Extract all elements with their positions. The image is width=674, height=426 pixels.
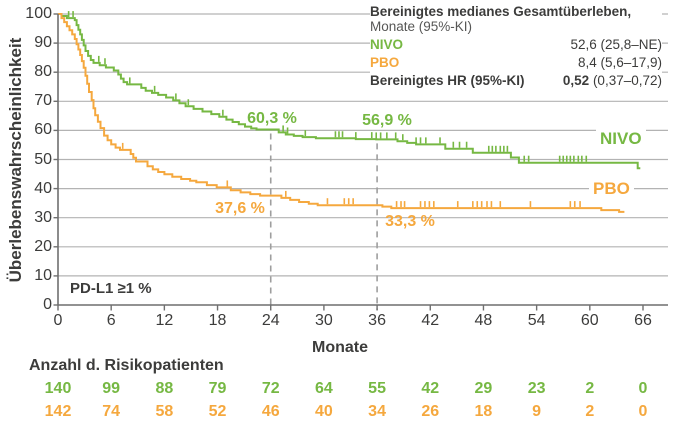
x-tick-label: 36 [368,312,386,329]
x-tick-label: 66 [634,312,652,329]
risk-table-header: Anzahl d. Risikopatienten [29,357,224,374]
legend-hr-value: 0,52 (0,37–0,72) [562,73,662,88]
legend-row-nivo: NIVO 52,6 (25,8–NE) [370,37,662,56]
y-tick-label: 80 [34,63,52,81]
survival-curve-nivo [58,13,641,170]
x-tick-label: 18 [208,312,227,329]
risk-count: 29 [474,380,493,397]
risk-count: 9 [532,403,542,420]
risk-count: 88 [155,380,174,397]
curve-label-nivo: NIVO [596,129,646,149]
risk-count: 26 [421,403,440,420]
risk-count: 58 [155,403,174,420]
legend-box: Bereinigtes medianes Gesamtüberleben, Mo… [370,4,662,92]
risk-count: 64 [315,380,333,397]
risk-count: 55 [368,380,386,397]
risk-count: 18 [474,403,493,420]
x-tick-label: 54 [527,312,546,329]
legend-pbo-label: PBO [370,55,400,70]
y-tick-label: 100 [25,5,52,22]
risk-count: 52 [208,403,227,420]
risk-count: 2 [585,403,595,420]
y-tick-label: 20 [34,237,52,255]
x-tick-label: 48 [474,312,493,329]
landmark-pbo-24: 37,6 % [215,200,265,217]
x-tick-label: 0 [53,312,63,329]
y-tick-label: 40 [34,179,52,197]
x-tick-label: 6 [106,312,116,329]
y-tick-label: 0 [43,296,52,313]
risk-count: 0 [638,403,648,420]
legend-hr-label: Bereinigtes HR (95%-KI) [370,73,525,88]
risk-count: 40 [315,403,333,420]
risk-count: 23 [527,380,546,397]
x-tick-label: 12 [155,312,174,329]
legend-nivo-value: 52,6 (25,8–NE) [570,37,662,52]
y-tick-label: 70 [34,92,52,110]
risk-count: 2 [585,380,595,397]
risk-count: 0 [638,380,648,397]
risk-count: 99 [102,380,121,397]
risk-count: 142 [44,403,72,420]
risk-row-pbo: 142 74 58 52 46 40 34 26 18 9 2 0 [0,403,674,421]
legend-row-pbo: PBO 8,4 (5,6–17,9) [370,55,662,74]
y-tick-label: 60 [34,121,52,139]
risk-row-nivo: 140 99 88 79 72 64 55 42 29 23 2 0 [0,380,674,398]
legend-title: Bereinigtes medianes Gesamtüberleben, [370,4,632,19]
y-tick-label: 90 [34,34,52,52]
risk-count: 140 [44,380,72,397]
risk-count: 79 [208,380,227,397]
risk-count: 74 [102,403,121,420]
x-tick-label: 60 [580,312,599,329]
legend-subtitle: Monate (95%-KI) [370,18,473,34]
y-tick-label: 30 [34,208,52,226]
landmark-nivo-24: 60,3 % [247,110,297,127]
x-tick-label: 42 [421,312,440,329]
risk-count: 34 [368,403,386,420]
x-tick-label: 30 [315,312,333,329]
landmark-pbo-36: 33,3 % [385,213,435,230]
curve-label-pbo: PBO [589,179,634,199]
risk-count: 72 [261,380,280,397]
legend-row-hr: Bereinigtes HR (95%-KI) 0,52 (0,37–0,72) [370,73,662,92]
legend-nivo-label: NIVO [370,37,404,52]
landmark-nivo-36: 56,9 % [362,112,412,129]
y-tick-label: 50 [34,150,52,168]
risk-count: 42 [421,380,440,397]
subgroup-label: PD-L1 ≥1 % [70,280,152,297]
x-axis-title: Monate [312,339,368,356]
legend-pbo-value: 8,4 (5,6–17,9) [577,55,662,70]
x-tick-label: 24 [261,312,280,329]
y-tick-label: 10 [34,266,52,284]
survival-curve-pbo [58,13,625,213]
risk-count: 46 [261,403,280,420]
